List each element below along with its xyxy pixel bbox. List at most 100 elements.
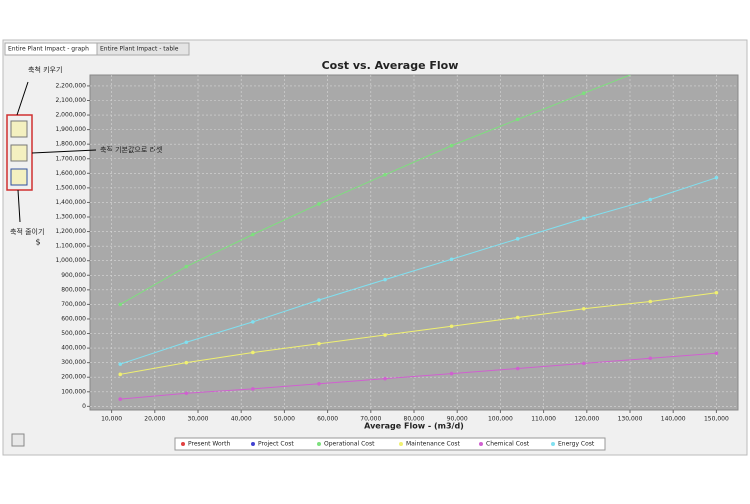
arrow [31,149,97,154]
legend-swatch [551,442,555,446]
data-point [118,372,123,377]
data-point [184,391,189,396]
y-tick-label: 1,200,000 [55,228,86,235]
data-point [383,277,387,282]
data-point [714,351,719,355]
tab-table[interactable] [96,42,190,56]
series-line [120,352,717,400]
data-point [251,232,255,237]
legend-swatch [479,442,483,446]
y-tick-label: 1,800,000 [55,141,86,148]
reset-button[interactable] [10,144,28,162]
data-point [383,333,387,337]
annotation: 축적 기본값으로 리셋 [100,145,163,154]
y-tick-label: 0 [82,403,86,410]
data-point [317,298,321,302]
y-tick-label: 2,200,000 [55,82,86,89]
legend-label: Operational Cost [324,441,375,448]
data-point [317,202,321,206]
y-tick-label: 1,000,000 [55,257,86,264]
data-point [449,143,454,148]
data-point [184,264,189,269]
x-tick-label: 80,000 [404,416,425,423]
y-tick-label: 400,000 [61,345,86,352]
legend-label: Present Worth [188,441,230,448]
zoom-out-button[interactable] [10,168,28,186]
legend-swatch [181,442,185,446]
x-tick-label: 30,000 [188,416,209,423]
x-tick-label: 130,000 [618,416,643,423]
y-tick-label: 1,400,000 [55,199,86,206]
copy-button[interactable] [11,433,25,447]
y-tick-label: 1,500,000 [55,184,86,191]
y-tick-label: 800,000 [61,286,86,293]
data-point [251,350,255,355]
data-point [648,197,653,202]
data-point [251,320,255,324]
x-tick-label: 120,000 [574,416,599,423]
data-point [581,91,586,96]
y-tick-label: 200,000 [61,374,86,381]
x-tick-label: 90,000 [447,416,468,423]
x-tick-label: 140,000 [661,416,686,423]
x-tick-label: 60,000 [317,416,338,423]
data-point [449,324,454,329]
x-tick-label: 20,000 [144,416,165,423]
y-tick-label: 1,600,000 [55,170,86,177]
data-point [251,387,255,391]
data-point [184,340,189,345]
data-point [184,360,189,365]
x-tick-label: 70,000 [360,416,381,423]
legend-swatch [399,442,403,446]
y-tick-label: 700,000 [61,301,86,308]
data-point [118,397,123,401]
y-tick-label: 1,900,000 [55,126,86,133]
legend-label: Maintenance Cost [406,441,461,448]
tab-label: Entire Plant Impact - graph [8,46,89,53]
data-point [118,302,123,307]
data-point [515,315,520,320]
data-point [648,356,653,361]
y-axis-label: $ [35,238,40,247]
data-point [317,341,321,346]
x-tick-label: 50,000 [274,416,295,423]
legend-swatch [317,442,321,446]
data-point [449,257,454,262]
arrow [17,189,21,223]
legend-label: Chemical Cost [486,441,530,448]
y-tick-label: 2,000,000 [55,112,86,119]
zoom-in-button[interactable] [10,120,28,138]
legend-label: Project Cost [258,441,294,448]
data-point [383,376,387,381]
plot-area [89,74,739,411]
chart-title: Cost vs. Average Flow [322,59,459,72]
data-point [714,290,719,295]
series-line [120,292,717,375]
legend-label: Energy Cost [558,441,595,448]
legend-swatch [251,442,255,446]
series-line [119,75,632,305]
arrow [16,81,29,116]
x-axis-label: Average Flow - (m3/d) [364,422,464,431]
annotation: 축척 키우기 [28,65,62,74]
x-tick-label: 100,000 [488,416,513,423]
data-point [581,216,586,221]
data-point [515,366,520,371]
x-tick-label: 40,000 [231,416,252,423]
legend [174,437,606,451]
y-tick-label: 900,000 [61,272,86,279]
data-point [648,299,653,304]
x-tick-label: 10,000 [101,416,122,423]
x-tick-label: 110,000 [531,416,556,423]
x-tick-label: 150,000 [704,416,729,423]
data-point [581,306,586,311]
data-point [317,381,321,386]
y-tick-label: 2,100,000 [55,97,86,104]
data-point [714,175,719,180]
data-point [515,237,520,241]
y-tick-label: 100,000 [61,388,86,395]
data-point [515,117,520,122]
tab-label: Entire Plant Impact - table [100,46,179,53]
y-tick-label: 500,000 [61,330,86,337]
